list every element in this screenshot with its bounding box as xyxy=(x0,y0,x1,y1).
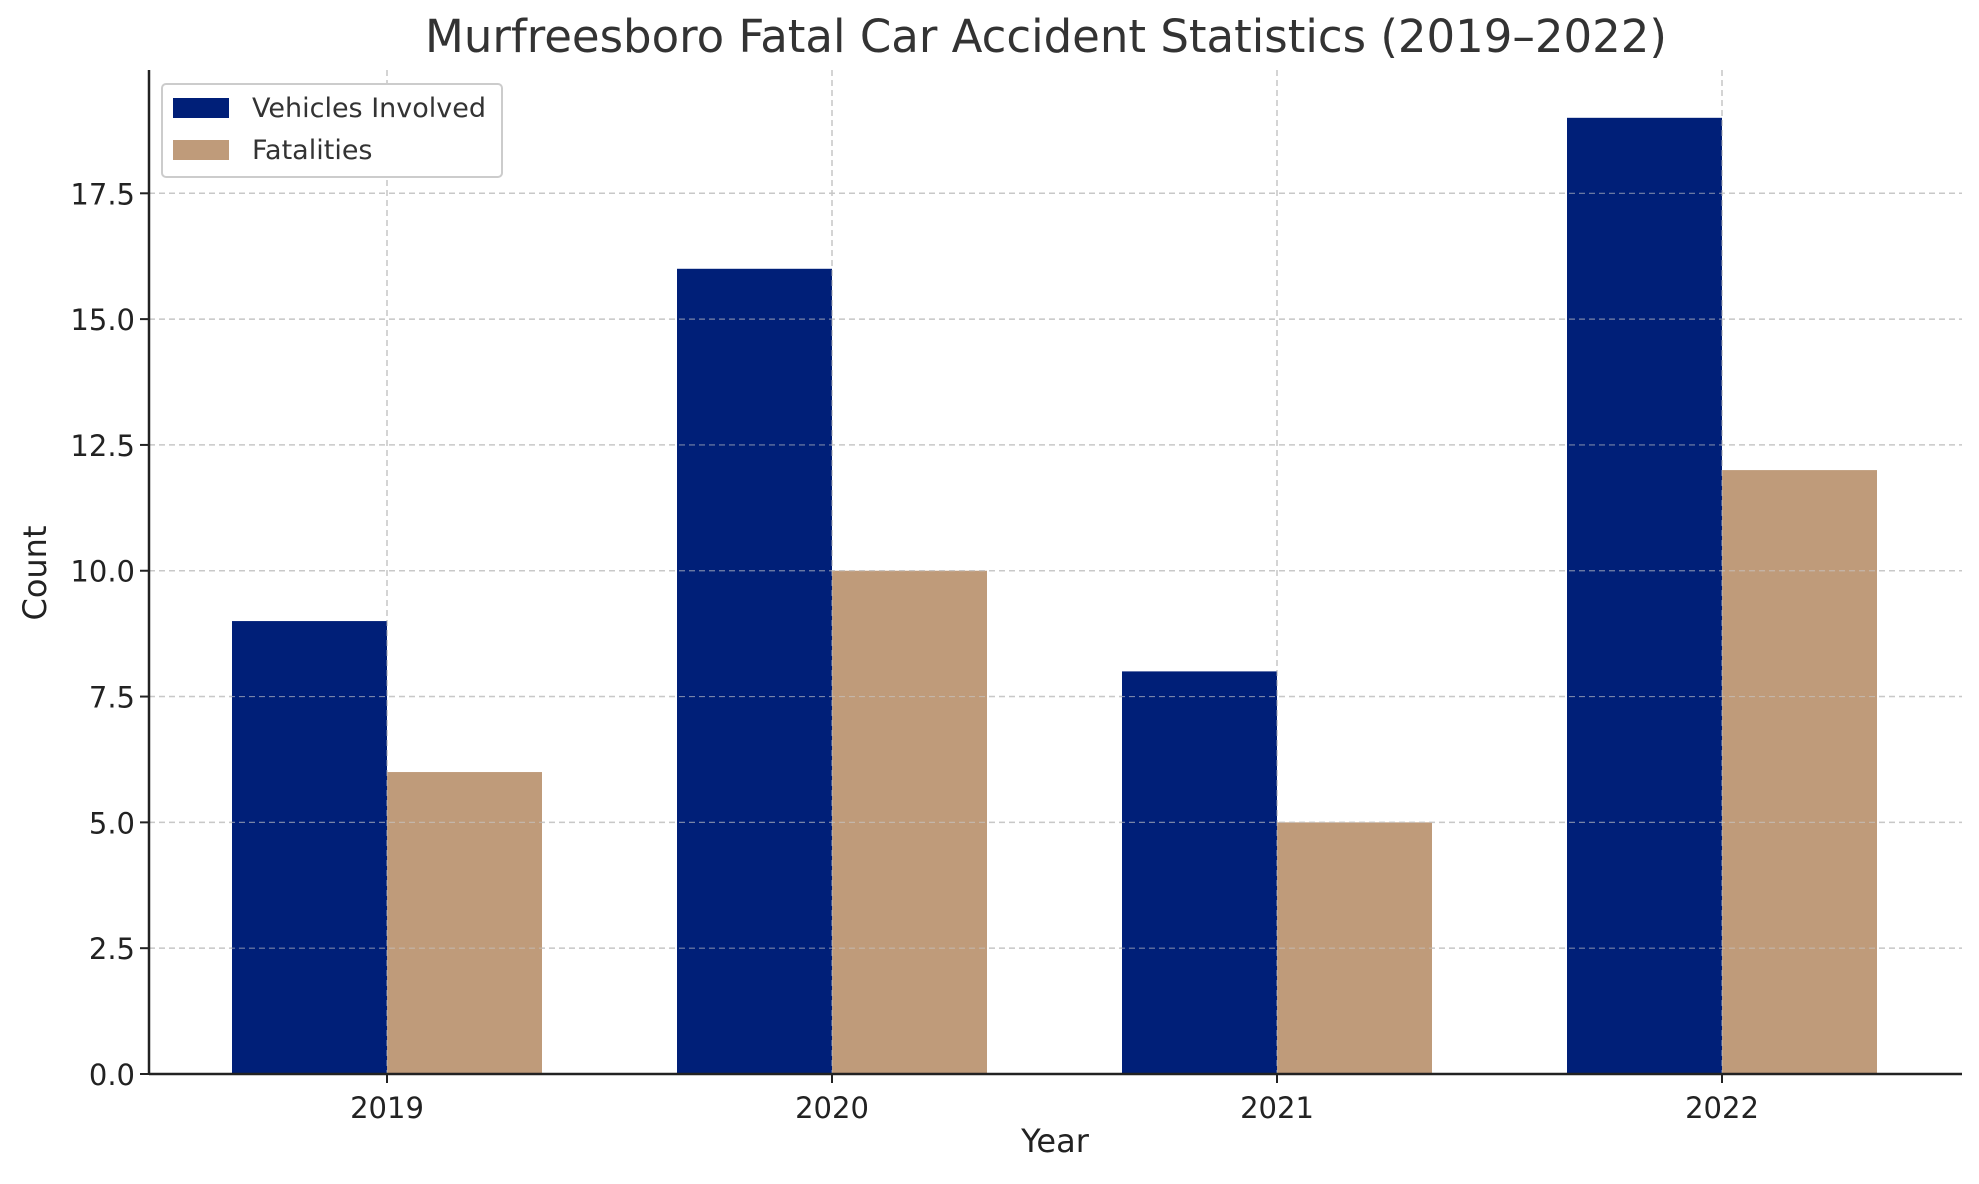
y-tick-label: 7.5 xyxy=(89,681,135,715)
legend-label-fatalities: Fatalities xyxy=(252,135,373,166)
legend-swatch-vehicles-involved xyxy=(173,98,229,118)
y-tick-label: 17.5 xyxy=(70,177,135,211)
legend: Vehicles Involved Fatalities xyxy=(161,83,503,178)
bar-vehicles-involved-2020 xyxy=(677,268,832,1074)
legend-swatch-fatalities xyxy=(173,140,229,160)
x-tick-label: 2019 xyxy=(350,1091,424,1125)
y-tick-label: 0.0 xyxy=(89,1058,135,1092)
y-axis-label: Count xyxy=(16,525,54,620)
legend-frame xyxy=(161,83,503,178)
x-tick-label: 2021 xyxy=(1240,1091,1314,1125)
bar-fatalities-2022 xyxy=(1722,470,1877,1075)
y-tick-label: 2.5 xyxy=(89,932,135,966)
bar-vehicles-involved-2022 xyxy=(1567,117,1722,1075)
x-tick-label: 2022 xyxy=(1685,1091,1759,1125)
ticks-layer: 0.0 2.5 5.0 7.5 10.0 12.5 15.0 17.5 2019 2020 2021… xyxy=(70,177,1758,1125)
legend-label-vehicles-involved: Vehicles Involved xyxy=(252,93,486,124)
y-tick-label: 12.5 xyxy=(70,429,135,463)
axes-layer xyxy=(147,70,1962,1076)
grid-overlay xyxy=(149,70,1962,1074)
bar-fatalities-2019 xyxy=(387,772,542,1074)
chart-title: Murfreesboro Fatal Car Accident Statisti… xyxy=(425,10,1667,63)
x-axis-label: Year xyxy=(1020,1122,1090,1160)
y-tick-label: 5.0 xyxy=(89,806,135,840)
bar-vehicles-involved-2021 xyxy=(1122,671,1277,1074)
y-tick-label: 10.0 xyxy=(70,555,135,589)
y-tick-label: 15.0 xyxy=(70,303,135,337)
bar-vehicles-involved-2019 xyxy=(232,621,387,1074)
x-tick-label: 2020 xyxy=(795,1091,869,1125)
